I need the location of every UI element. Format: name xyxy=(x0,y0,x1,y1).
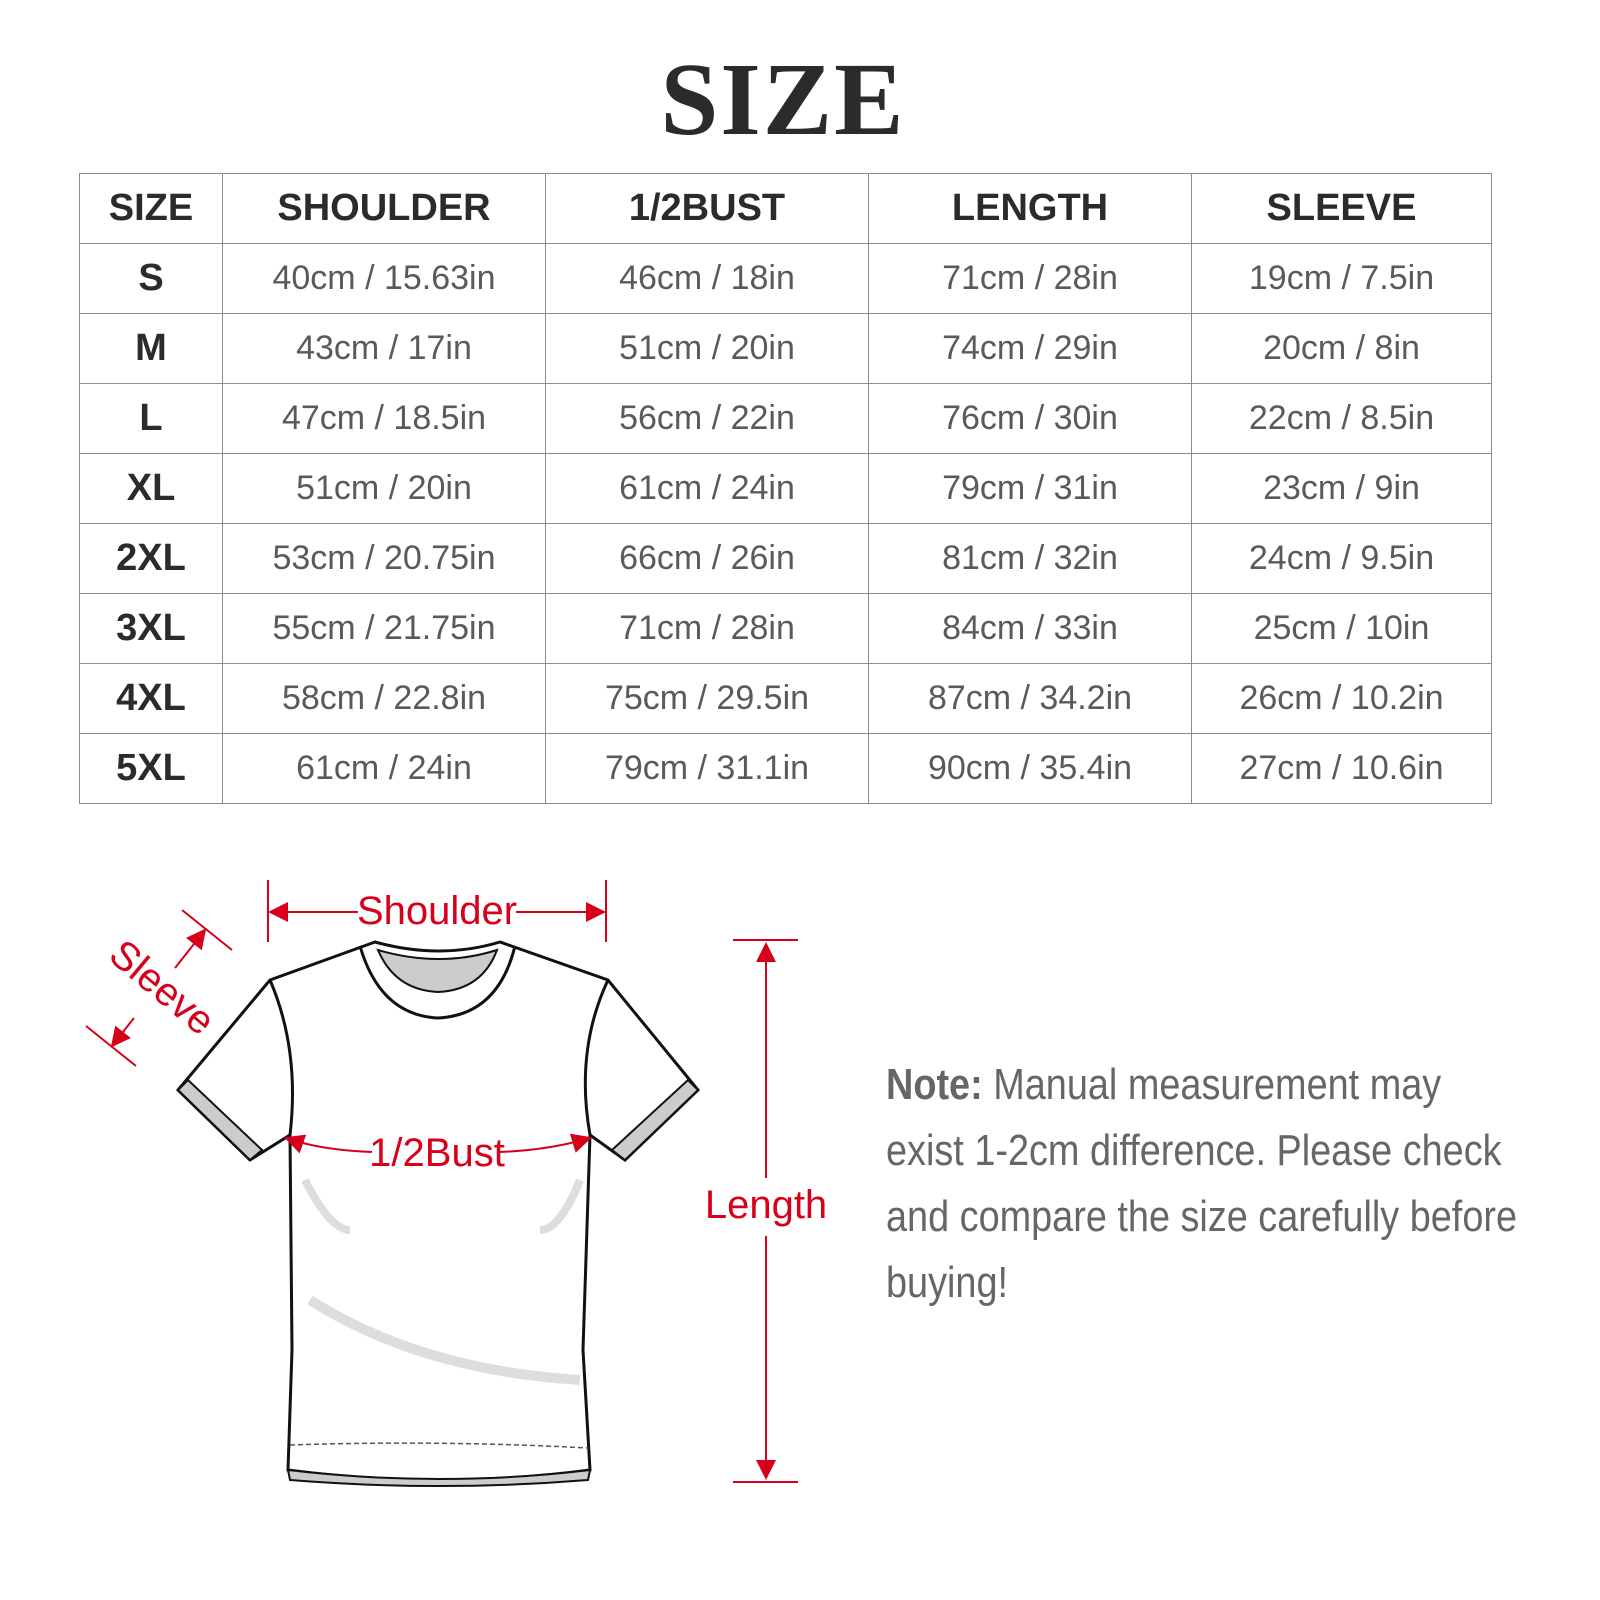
measurement-cell: 71cm / 28in xyxy=(868,243,1192,314)
measurement-cell: 55cm / 21.75in xyxy=(222,593,546,664)
size-cell: XL xyxy=(79,453,223,524)
table-row: 5XL 61cm / 24in 79cm / 31.1in 90cm / 35.4in… xyxy=(79,733,1492,804)
measurement-cell: 71cm / 28in xyxy=(545,593,869,664)
measurement-cell: 23cm / 9in xyxy=(1191,453,1492,524)
measurement-cell: 61cm / 24in xyxy=(222,733,546,804)
table-row: L 47cm / 18.5in 56cm / 22in 76cm / 30in 22cm… xyxy=(79,383,1492,454)
length-label: Length xyxy=(705,1183,827,1227)
measurement-cell: 26cm / 10.2in xyxy=(1191,663,1492,734)
table-row: 2XL 53cm / 20.75in 66cm / 26in 81cm / 32in 2… xyxy=(79,523,1492,594)
measurement-cell: 43cm / 17in xyxy=(222,313,546,384)
measurement-cell: 19cm / 7.5in xyxy=(1191,243,1492,314)
measurement-cell: 61cm / 24in xyxy=(545,453,869,524)
shoulder-label: Shoulder xyxy=(357,889,517,933)
size-cell: 3XL xyxy=(79,593,223,664)
size-cell: L xyxy=(79,383,223,454)
sleeve-measure: Sleeve xyxy=(85,909,233,1067)
measurement-note: Note: Manual measurement may exist 1-2cm… xyxy=(886,1052,1522,1316)
measurement-cell: 53cm / 20.75in xyxy=(222,523,546,594)
table-row: M 43cm / 17in 51cm / 20in 74cm / 29in 20cm /… xyxy=(79,313,1492,384)
measurement-cell: 51cm / 20in xyxy=(545,313,869,384)
table-row: S 40cm / 15.63in 46cm / 18in 71cm / 28in 19c… xyxy=(79,243,1492,314)
note-label: Note: xyxy=(886,1060,983,1109)
measurement-cell: 75cm / 29.5in xyxy=(545,663,869,734)
measurement-cell: 74cm / 29in xyxy=(868,313,1192,384)
measurement-cell: 66cm / 26in xyxy=(545,523,869,594)
sleeve-label: Sleeve xyxy=(101,932,223,1044)
t-shirt-icon xyxy=(175,940,701,1487)
table-header-row: SIZE SHOULDER 1/2BUST LENGTH SLEEVE xyxy=(79,173,1492,244)
header-sleeve: SLEEVE xyxy=(1191,173,1492,244)
size-cell: S xyxy=(79,243,223,314)
measurement-cell: 79cm / 31.1in xyxy=(545,733,869,804)
measurement-cell: 84cm / 33in xyxy=(868,593,1192,664)
header-length: LENGTH xyxy=(868,173,1192,244)
measurement-cell: 46cm / 18in xyxy=(545,243,869,314)
bust-label: 1/2Bust xyxy=(369,1131,505,1175)
table-row: 4XL 58cm / 22.8in 75cm / 29.5in 87cm / 34.2… xyxy=(79,663,1492,734)
measurement-cell: 40cm / 15.63in xyxy=(222,243,546,314)
length-measure: Length xyxy=(705,939,827,1483)
measurement-cell: 58cm / 22.8in xyxy=(222,663,546,734)
table-row: 3XL 55cm / 21.75in 71cm / 28in 84cm / 33in 2… xyxy=(79,593,1492,664)
shoulder-measure: Shoulder xyxy=(267,880,607,942)
measurement-cell: 56cm / 22in xyxy=(545,383,869,454)
page-title: SIZE xyxy=(660,42,906,157)
measurement-cell: 76cm / 30in xyxy=(868,383,1192,454)
size-table: SIZE SHOULDER 1/2BUST LENGTH SLEEVE S 40c… xyxy=(79,173,1492,804)
bust-measure: 1/2Bust xyxy=(284,1131,592,1175)
measurement-cell: 24cm / 9.5in xyxy=(1191,523,1492,594)
note-text: Manual measurement may exist 1-2cm diffe… xyxy=(886,1060,1518,1307)
measurement-cell: 20cm / 8in xyxy=(1191,313,1492,384)
size-cell: 5XL xyxy=(79,733,223,804)
measurement-cell: 25cm / 10in xyxy=(1191,593,1492,664)
table-row: XL 51cm / 20in 61cm / 24in 79cm / 31in 23cm … xyxy=(79,453,1492,524)
measurement-cell: 81cm / 32in xyxy=(868,523,1192,594)
measurement-cell: 22cm / 8.5in xyxy=(1191,383,1492,454)
measurement-cell: 90cm / 35.4in xyxy=(868,733,1192,804)
size-cell: M xyxy=(79,313,223,384)
header-bust: 1/2BUST xyxy=(545,173,869,244)
measurement-cell: 51cm / 20in xyxy=(222,453,546,524)
measurement-cell: 27cm / 10.6in xyxy=(1191,733,1492,804)
header-size: SIZE xyxy=(79,173,223,244)
size-cell: 4XL xyxy=(79,663,223,734)
